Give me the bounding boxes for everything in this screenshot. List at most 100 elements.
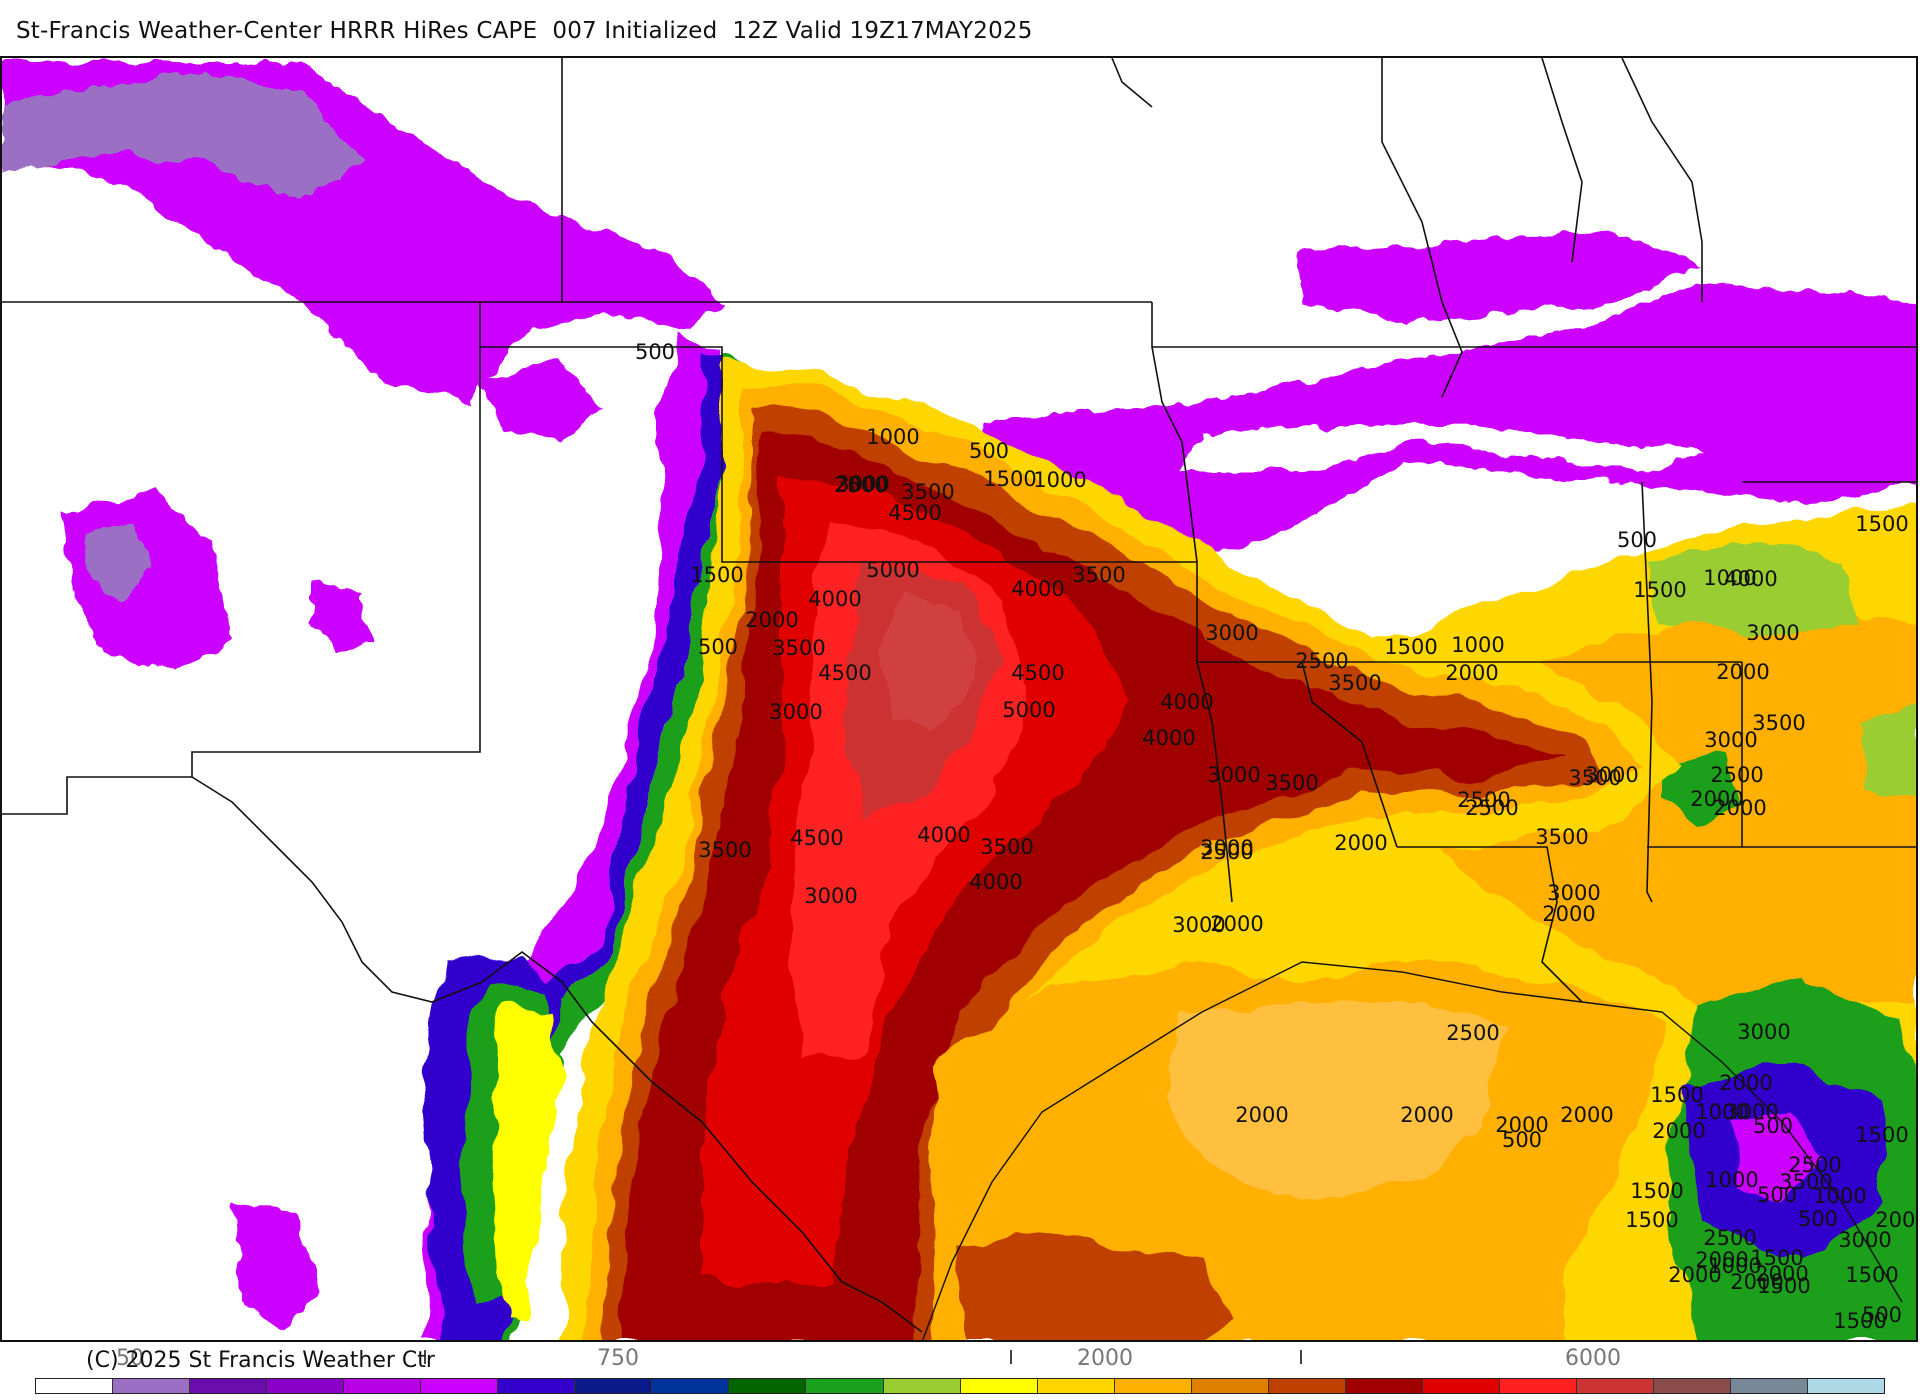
- colorbar-segment: [1808, 1379, 1885, 1393]
- contour-label: 2000: [1690, 787, 1743, 811]
- contour-label: 3000: [1585, 763, 1638, 787]
- contour-label: 2000: [1542, 902, 1595, 926]
- copyright-text: (C) 2025 St Francis Weather Ctr: [86, 1348, 435, 1373]
- contour-label: 4000: [969, 870, 1022, 894]
- contour-label: 500: [1862, 1303, 1902, 1327]
- colorbar-segment: [1653, 1379, 1732, 1393]
- contour-label: 3500: [980, 835, 1033, 859]
- contour-label: 4000: [1724, 567, 1777, 591]
- contour-label: 2000: [1210, 912, 1263, 936]
- contour-label: 2500: [1446, 1021, 1499, 1045]
- contour-label: 1000: [866, 425, 919, 449]
- colorbar-segment: [806, 1379, 884, 1393]
- contour-label: 3500: [901, 480, 954, 504]
- colorbar-tick-label: 750: [597, 1346, 639, 1371]
- contour-label: 1000: [1451, 633, 1504, 657]
- contour-label: 4500: [818, 661, 871, 685]
- contour-label: 3500: [1328, 671, 1381, 695]
- contour-label: 2000: [1668, 1263, 1721, 1287]
- map-title: St-Francis Weather-Center HRRR HiRes CAP…: [16, 18, 1033, 44]
- state-boundaries: [2, 58, 1916, 1333]
- contour-label: 3000: [769, 700, 822, 724]
- contour-label: 500: [635, 340, 675, 364]
- contour-label: 3000: [836, 472, 889, 496]
- colorbar-tick-mark: [1300, 1350, 1302, 1364]
- contour-label: 1000: [1695, 1100, 1748, 1124]
- colorbar-tick-label: 6000: [1565, 1346, 1621, 1371]
- contour-label: 2000: [1875, 1208, 1918, 1232]
- contour-label: 1000: [1708, 1254, 1761, 1278]
- contour-label: 2500: [834, 473, 887, 497]
- contour-label: 2000: [1719, 1071, 1772, 1095]
- contour-label: 3000: [1725, 1100, 1778, 1124]
- contour-label: 2000: [1445, 661, 1498, 685]
- contour-label: 5000: [866, 558, 919, 582]
- colorbar-segment: [883, 1379, 961, 1393]
- contour-label: 1500: [1833, 1309, 1886, 1333]
- contour-label: 1500: [1625, 1208, 1678, 1232]
- colorbar-segment: [421, 1379, 499, 1393]
- colorbar-segment: [960, 1379, 1038, 1393]
- contour-label: 1000: [1033, 468, 1086, 492]
- contour-label: 2000: [1334, 831, 1387, 855]
- colorbar-segment: [1191, 1379, 1269, 1393]
- contour-label: 3500: [1265, 771, 1318, 795]
- contour-label: 3000: [1737, 1020, 1790, 1044]
- contour-label: 1500: [1750, 1246, 1803, 1270]
- contour-label: 3000: [804, 884, 857, 908]
- contour-label: 1500: [1855, 1123, 1908, 1147]
- colorbar-segment: [1268, 1379, 1346, 1393]
- colorbar-tick-mark: [424, 1350, 426, 1364]
- contour-label: 1500: [1757, 1274, 1810, 1298]
- contour-label: 3000: [1207, 763, 1260, 787]
- colorbar-segment: [1114, 1379, 1192, 1393]
- contour-label: 2500: [1788, 1153, 1841, 1177]
- contour-label: 3000: [1838, 1228, 1891, 1252]
- contour-label: 4000: [917, 823, 970, 847]
- contour-label: 500: [1757, 1183, 1797, 1207]
- cape-map: 500 1000 2000 2500 3000 3500 4500 1500 1000 500 15…: [0, 56, 1918, 1342]
- contour-label: 1500: [1845, 1263, 1898, 1287]
- contour-label: 500: [969, 439, 1009, 463]
- contour-label: 2000: [1730, 1270, 1783, 1294]
- colorbar-segment: [1576, 1379, 1654, 1393]
- contour-label: 2000: [1235, 1103, 1288, 1127]
- contour-label: 500: [1617, 528, 1657, 552]
- contour-label: 1500: [1630, 1179, 1683, 1203]
- contour-label: 2500: [1457, 788, 1510, 812]
- colorbar-tick-label: 2000: [1077, 1346, 1133, 1371]
- contour-label: 500: [1753, 1114, 1793, 1138]
- contour-label: 3000: [1205, 621, 1258, 645]
- contour-label: 2000: [1560, 1103, 1613, 1127]
- contour-label: 2000: [1400, 1103, 1453, 1127]
- colorbar: [35, 1378, 1885, 1394]
- contour-label: 3000: [1746, 621, 1799, 645]
- contour-label: 500: [1502, 1128, 1542, 1152]
- contour-label: 500: [1798, 1207, 1838, 1231]
- contour-label: 4000: [1160, 690, 1213, 714]
- contour-label: 2000: [1755, 1262, 1808, 1286]
- cape-field-northwest: [2, 62, 722, 1332]
- contour-label: 2000: [1495, 1113, 1548, 1137]
- contour-label: 3500: [1752, 711, 1805, 735]
- contour-label: 2500: [1703, 1226, 1756, 1250]
- colorbar-segment: [1731, 1379, 1809, 1393]
- contour-label: 1500: [983, 467, 1036, 491]
- contour-label: 4500: [1011, 661, 1064, 685]
- cape-field-gulf: [932, 962, 1662, 1340]
- contour-label: 3500: [1072, 563, 1125, 587]
- contour-label: 1500: [1384, 635, 1437, 659]
- contour-label: 3500: [1568, 766, 1621, 790]
- colorbar-segment: [36, 1379, 114, 1393]
- contour-label: 3500: [1535, 825, 1588, 849]
- coastline: [922, 961, 1903, 1340]
- colorbar-segment: [344, 1379, 422, 1393]
- colorbar-segment: [652, 1379, 730, 1393]
- contour-label: 3000: [1172, 913, 1225, 937]
- contour-label: 2000: [1652, 1119, 1705, 1143]
- colorbar-tick-row: 50 750 2000 6000: [0, 1346, 1920, 1380]
- contour-label: 1500: [690, 563, 743, 587]
- contour-label: 3500: [772, 636, 825, 660]
- contour-label: 1500: [1855, 512, 1908, 536]
- contour-label: 3500: [1779, 1170, 1832, 1194]
